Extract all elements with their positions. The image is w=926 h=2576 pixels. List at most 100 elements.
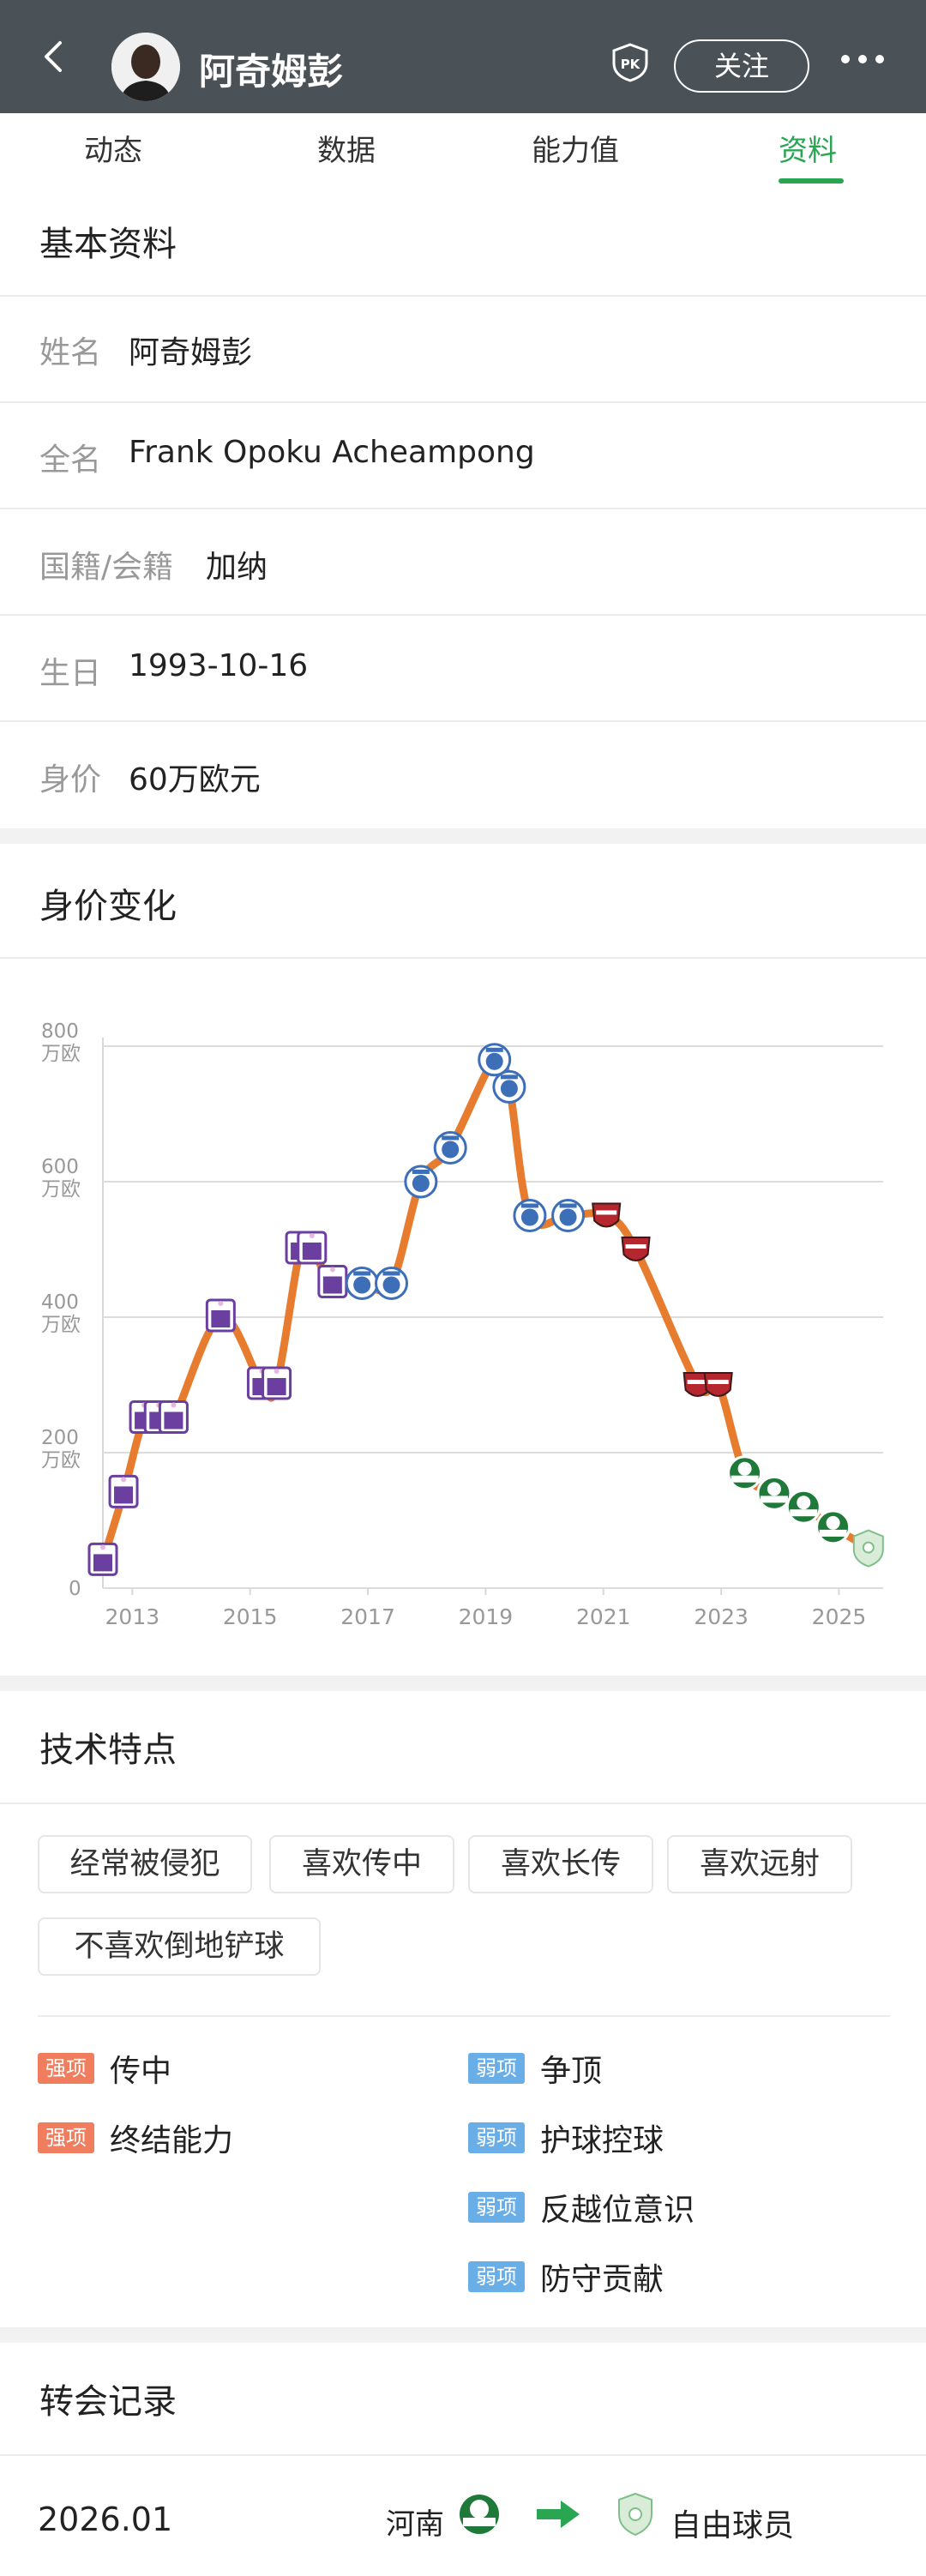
tab-stats[interactable]: 数据 [317,134,376,168]
pk-compare-icon[interactable]: PK [610,43,650,82]
tech-features-title: 技术特点 [39,1730,177,1770]
transfer-history-title: 转会记录 [39,2382,177,2422]
birthday-label: 生日 [39,656,102,691]
weakness-badge: 弱项 [468,2192,525,2223]
y-tick-label: 400 [41,1291,79,1314]
anderlecht-crest-marker [317,1265,348,1298]
back-arrow-icon[interactable] [38,39,72,74]
player-name: 阿奇姆彭 [199,51,344,93]
x-tick-label: 2015 [223,1604,278,1629]
y-tick-label: 600 [41,1156,79,1178]
basic-info-card: 基本资料 姓名 阿奇姆彭 全名 Frank Opoku Acheampong 国… [0,190,926,828]
y-tick-unit: 万欧 [41,1043,81,1065]
market-value-label: 身价 [39,762,102,797]
value-chart-title: 身价变化 [39,887,177,926]
tab-ability[interactable]: 能力值 [532,134,619,168]
fullname-label: 全名 [39,442,102,478]
weakness-badge: 弱项 [468,2261,525,2292]
name-label: 姓名 [39,335,102,370]
free-agent-shield-icon [618,2492,652,2537]
weakness-item: 反越位意识 [540,2193,695,2228]
player-portrait-icon [111,33,180,101]
shenzhen-crest-marker [592,1202,622,1228]
strength-item: 终结能力 [110,2123,234,2158]
x-tick-label: 2025 [812,1604,867,1629]
y-tick-unit: 万欧 [41,1178,81,1201]
weakness-badge: 弱项 [468,2122,525,2153]
tianjin-crest-marker [404,1165,438,1199]
divider [0,295,926,297]
weakness-item: 护球控球 [540,2123,664,2158]
divider [0,508,926,509]
y-tick-label: 200 [41,1427,79,1449]
value-chart-card: 身价变化 0 200 万欧 400 万欧 600 万欧 800 万欧 2013 2015 2017 20… [0,844,926,1676]
market-value-value: 60万欧元 [129,762,261,797]
tag-likes-long-shot: 喜欢远射 [667,1835,852,1893]
shenzhen-crest-marker [621,1237,651,1261]
tab-profile[interactable]: 资料 [779,134,837,168]
transfer-date: 2026.01 [38,2501,173,2538]
tianjin-crest-marker [492,1069,526,1104]
weakness-badge: 弱项 [468,2053,525,2084]
henan-crest-marker [756,1475,792,1511]
divider [0,1803,926,1804]
basic-info-title: 基本资料 [39,225,177,264]
tianjin-crest-marker [513,1199,547,1232]
active-tab-indicator [779,178,844,184]
divider [38,2015,890,2017]
anderlecht-crest-marker [297,1231,328,1265]
strength-item: 传中 [110,2054,172,2089]
weakness-item: 争顶 [540,2054,603,2089]
x-tick-label: 2021 [576,1604,631,1629]
x-tick-label: 2019 [459,1604,514,1629]
y-tick-unit: 万欧 [41,1314,81,1336]
tianjin-crest-marker [433,1131,467,1165]
x-tick-label: 2017 [340,1604,395,1629]
henan-crest-marker [727,1455,763,1491]
transfer-from-club: 河南 [386,2507,444,2542]
y-tick-label: 0 [69,1578,81,1600]
divider [0,720,926,722]
top-bar: 阿奇姆彭 PK 关注 [0,0,926,113]
more-options-icon[interactable] [837,46,888,72]
strength-badge: 强项 [38,2053,94,2084]
henan-crest-marker [815,1509,851,1545]
weakness-item: 防守贡献 [540,2262,664,2297]
nationality-label: 国籍/会籍 [39,550,174,585]
x-tick-label: 2023 [694,1604,749,1629]
tag-no-slide-tackle: 不喜欢倒地铲球 [38,1917,321,1976]
strength-badge: 强项 [38,2122,94,2153]
transfer-history-card: 转会记录 2026.01 河南 自由球员 [0,2343,926,2576]
tianjin-crest-marker [478,1043,512,1077]
tianjin-crest-marker [345,1267,379,1300]
name-value: 阿奇姆彭 [129,335,253,370]
divider [0,614,926,616]
transfer-arrow-icon [537,2501,580,2528]
tianjin-crest-marker [375,1267,409,1300]
anderlecht-crest-marker [87,1542,118,1576]
transfer-to-club: 自由球员 [670,2508,795,2543]
shenzhen-crest-marker [703,1372,733,1397]
anderlecht-crest-marker [158,1400,189,1434]
henan-club-crest-icon [460,2495,499,2534]
tech-features-card: 技术特点 经常被侵犯 喜欢传中 喜欢长传 喜欢远射 不喜欢倒地铲球 强项 传中 … [0,1691,926,2327]
henan-crest-marker [785,1489,821,1525]
y-tick-unit: 万欧 [41,1449,81,1472]
x-tick-label: 2013 [105,1604,160,1629]
divider [0,957,926,959]
divider [0,401,926,403]
divider [0,2454,926,2456]
tab-feed[interactable]: 动态 [84,134,142,168]
anderlecht-crest-marker [205,1298,236,1333]
anderlecht-crest-marker [262,1366,292,1400]
nationality-value: 加纳 [206,550,268,585]
birthday-value: 1993-10-16 [129,648,309,683]
follow-button[interactable]: 关注 [674,39,809,93]
fullname-value: Frank Opoku Acheampong [129,435,535,470]
tianjin-crest-marker [551,1199,586,1232]
anderlecht-crest-marker [108,1474,139,1508]
pk-label: PK [621,57,641,72]
tag-fouled-often: 经常被侵犯 [38,1835,252,1893]
player-avatar [111,33,180,101]
